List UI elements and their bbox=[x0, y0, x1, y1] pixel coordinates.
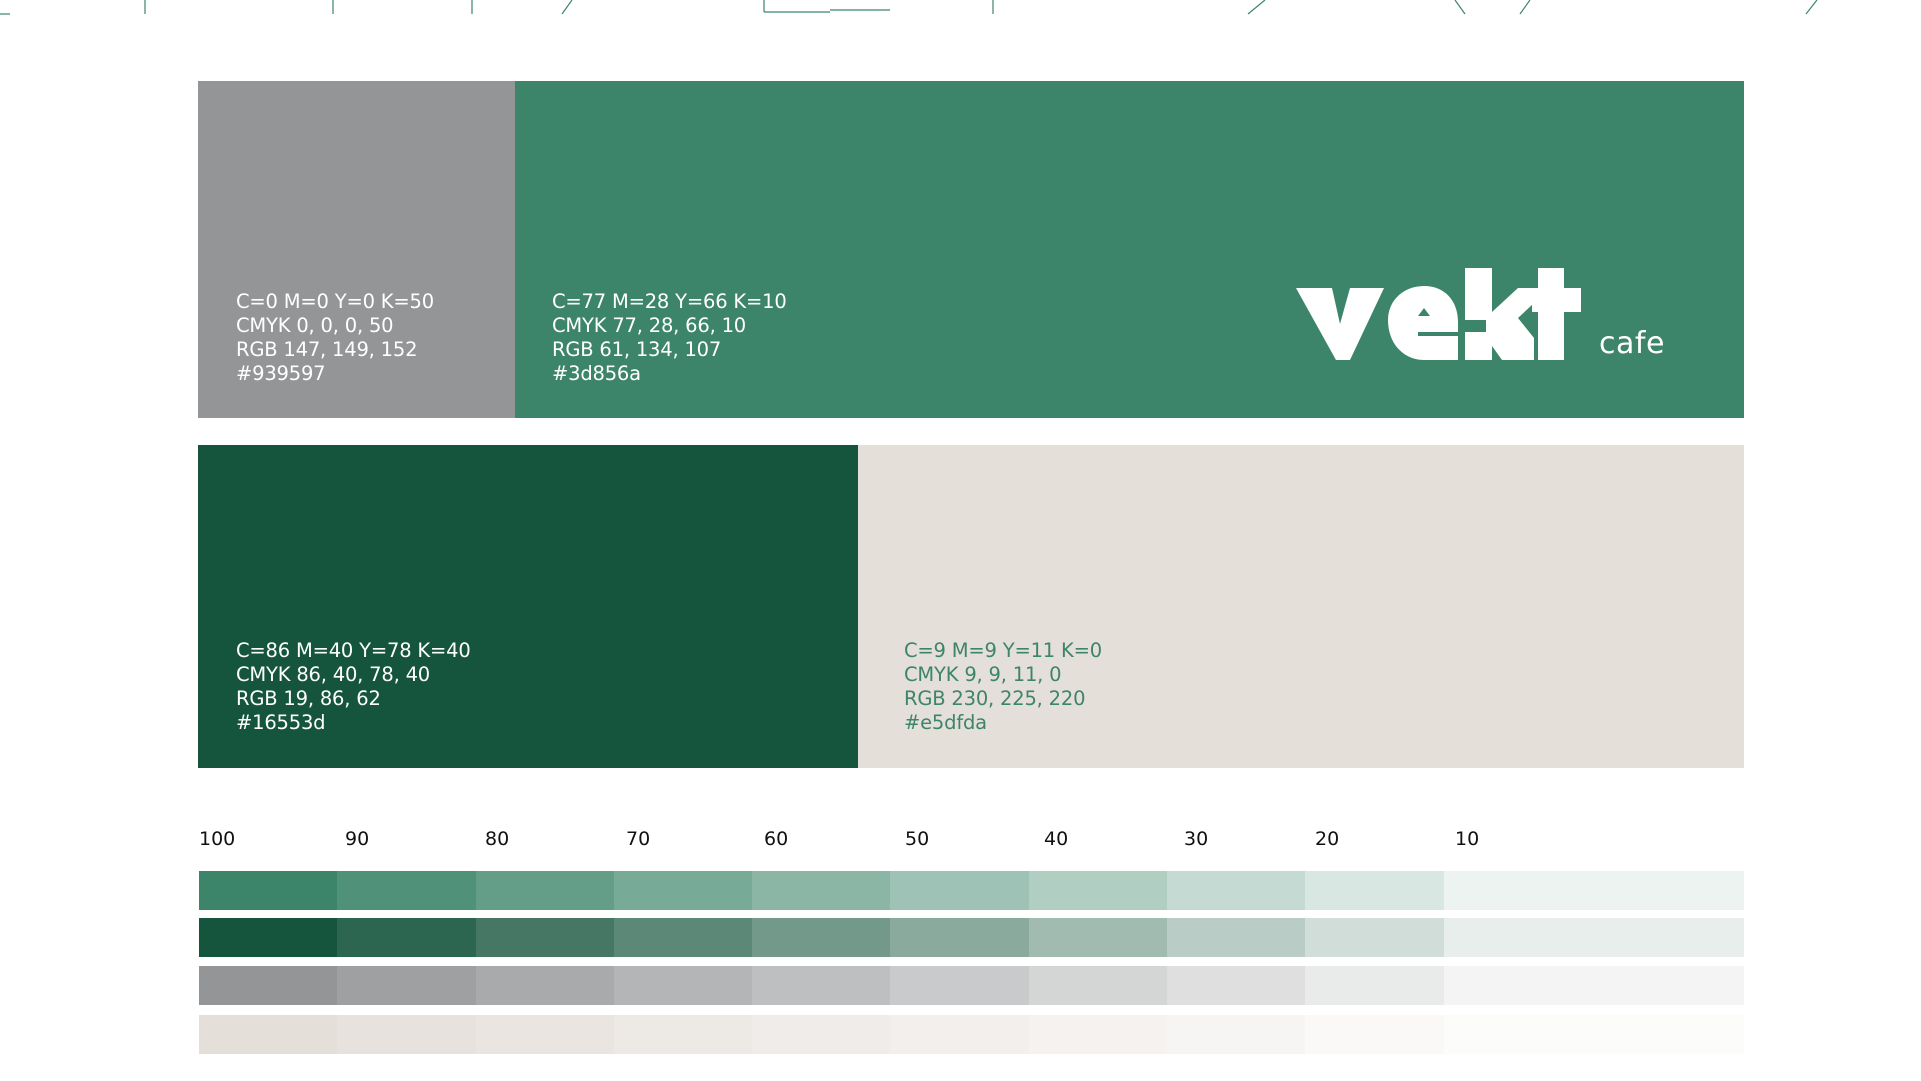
swatch-beige-cmyk-short: C=9 M=9 Y=11 K=0 bbox=[904, 639, 1102, 662]
swatch-green: C=77 M=28 Y=66 K=10 CMYK 77, 28, 66, 10 … bbox=[515, 81, 1744, 418]
tint-step-gray-40 bbox=[1028, 966, 1167, 1005]
tint-step-gray-60 bbox=[752, 966, 891, 1005]
swatch-dark-cmyk-short: C=86 M=40 Y=78 K=40 bbox=[236, 639, 471, 662]
tint-ramp-dark-green bbox=[199, 918, 1744, 957]
tint-step-beige-100 bbox=[199, 1015, 338, 1054]
tint-label-40: 40 bbox=[1044, 828, 1069, 850]
swatch-gray-cmyk-short: C=0 M=0 Y=0 K=50 bbox=[236, 290, 434, 313]
tint-step-green-50 bbox=[890, 871, 1029, 910]
tint-step-gray-90 bbox=[337, 966, 476, 1005]
swatch-dark-hex: #16553d bbox=[236, 711, 326, 734]
swatch-gray-info: C=0 M=0 Y=0 K=50 CMYK 0, 0, 0, 50 RGB 14… bbox=[236, 290, 434, 386]
tint-step-gray-70 bbox=[613, 966, 753, 1005]
swatch-beige-rgb: RGB 230, 225, 220 bbox=[904, 687, 1086, 710]
tint-step-dark-80 bbox=[475, 918, 614, 957]
tint-step-green-70 bbox=[613, 871, 753, 910]
tint-scale: 100 90 80 70 60 50 40 30 20 10 bbox=[199, 828, 1744, 852]
tint-label-60: 60 bbox=[764, 828, 789, 850]
tint-label-30: 30 bbox=[1184, 828, 1209, 850]
tint-step-beige-50 bbox=[890, 1015, 1029, 1054]
logo-cafe-label: cafe bbox=[1599, 326, 1665, 361]
tint-step-gray-10 bbox=[1443, 966, 1744, 1005]
tint-step-dark-20 bbox=[1305, 918, 1444, 957]
tint-step-dark-70 bbox=[613, 918, 753, 957]
tint-step-green-20 bbox=[1305, 871, 1444, 910]
tint-step-dark-100 bbox=[199, 918, 338, 957]
tint-step-beige-20 bbox=[1305, 1015, 1444, 1054]
tint-step-green-10 bbox=[1443, 871, 1744, 910]
tint-label-20: 20 bbox=[1315, 828, 1340, 850]
tint-label-90: 90 bbox=[345, 828, 370, 850]
tint-step-dark-60 bbox=[752, 918, 891, 957]
tint-step-beige-60 bbox=[752, 1015, 891, 1054]
swatch-green-info: C=77 M=28 Y=66 K=10 CMYK 77, 28, 66, 10 … bbox=[552, 290, 787, 386]
swatch-green-hex: #3d856a bbox=[552, 362, 641, 385]
tint-step-green-30 bbox=[1166, 871, 1306, 910]
tint-label-70: 70 bbox=[626, 828, 651, 850]
swatch-beige-info: C=9 M=9 Y=11 K=0 CMYK 9, 9, 11, 0 RGB 23… bbox=[904, 639, 1102, 735]
tint-ramp-beige bbox=[199, 1015, 1744, 1054]
tint-scale-labels: 100 90 80 70 60 50 40 30 20 10 bbox=[199, 828, 1744, 852]
tint-step-dark-50 bbox=[890, 918, 1029, 957]
swatch-gray-cmyk: CMYK 0, 0, 0, 50 bbox=[236, 314, 394, 337]
swatch-gray-rgb: RGB 147, 149, 152 bbox=[236, 338, 418, 361]
tint-step-gray-30 bbox=[1166, 966, 1306, 1005]
swatch-beige-hex: #e5dfda bbox=[904, 711, 987, 734]
swatch-dark-cmyk: CMYK 86, 40, 78, 40 bbox=[236, 663, 430, 686]
tint-step-green-40 bbox=[1028, 871, 1167, 910]
vekt-logo bbox=[1296, 268, 1581, 360]
tint-step-gray-20 bbox=[1305, 966, 1444, 1005]
decorative-line-pattern bbox=[0, 0, 1818, 15]
tint-step-green-80 bbox=[475, 871, 614, 910]
swatch-green-cmyk: CMYK 77, 28, 66, 10 bbox=[552, 314, 746, 337]
tint-step-green-100 bbox=[199, 871, 338, 910]
tint-step-beige-30 bbox=[1166, 1015, 1306, 1054]
swatch-gray: C=0 M=0 Y=0 K=50 CMYK 0, 0, 0, 50 RGB 14… bbox=[198, 81, 515, 418]
tint-step-green-60 bbox=[752, 871, 891, 910]
tint-step-dark-10 bbox=[1443, 918, 1744, 957]
tint-step-beige-80 bbox=[475, 1015, 614, 1054]
swatch-gray-hex: #939597 bbox=[236, 362, 326, 385]
tint-step-dark-40 bbox=[1028, 918, 1167, 957]
tint-step-gray-100 bbox=[199, 966, 338, 1005]
swatch-beige-cmyk: CMYK 9, 9, 11, 0 bbox=[904, 663, 1062, 686]
tint-label-100: 100 bbox=[199, 828, 236, 850]
swatch-green-rgb: RGB 61, 134, 107 bbox=[552, 338, 722, 361]
tint-ramp-gray bbox=[199, 966, 1744, 1005]
tint-step-dark-90 bbox=[337, 918, 476, 957]
tint-step-beige-10 bbox=[1443, 1015, 1744, 1054]
tint-step-beige-40 bbox=[1028, 1015, 1167, 1054]
swatch-dark-green: C=86 M=40 Y=78 K=40 CMYK 86, 40, 78, 40 … bbox=[198, 445, 858, 768]
tint-step-gray-80 bbox=[475, 966, 614, 1005]
tint-step-dark-30 bbox=[1166, 918, 1306, 957]
tint-step-beige-70 bbox=[613, 1015, 753, 1054]
tint-label-10: 10 bbox=[1455, 828, 1480, 850]
swatch-dark-info: C=86 M=40 Y=78 K=40 CMYK 86, 40, 78, 40 … bbox=[236, 639, 471, 735]
tint-step-green-90 bbox=[337, 871, 476, 910]
tint-step-gray-50 bbox=[890, 966, 1029, 1005]
tint-step-beige-90 bbox=[337, 1015, 476, 1054]
swatch-dark-rgb: RGB 19, 86, 62 bbox=[236, 687, 381, 710]
tint-label-80: 80 bbox=[485, 828, 510, 850]
swatch-green-cmyk-short: C=77 M=28 Y=66 K=10 bbox=[552, 290, 787, 313]
tint-label-50: 50 bbox=[905, 828, 930, 850]
tint-ramp-green bbox=[199, 871, 1744, 910]
swatch-beige: C=9 M=9 Y=11 K=0 CMYK 9, 9, 11, 0 RGB 23… bbox=[858, 445, 1744, 768]
